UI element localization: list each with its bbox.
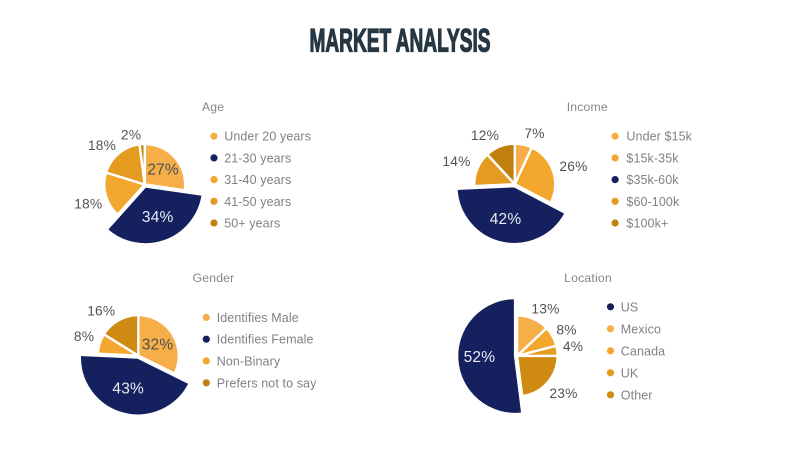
svg-text:32%: 32% xyxy=(142,336,174,353)
svg-text:$60-100k: $60-100k xyxy=(626,195,680,209)
svg-text:21-30 years: 21-30 years xyxy=(224,151,291,165)
svg-text:Identifies Male: Identifies Male xyxy=(217,311,299,325)
svg-text:26%: 26% xyxy=(559,159,587,174)
svg-text:8%: 8% xyxy=(556,323,576,338)
svg-text:$100k+: $100k+ xyxy=(626,217,668,231)
svg-text:43%: 43% xyxy=(112,381,144,398)
svg-text:Age: Age xyxy=(202,100,224,114)
svg-text:Non-Binary: Non-Binary xyxy=(217,355,281,369)
svg-text:Canada: Canada xyxy=(621,344,665,358)
svg-text:Income: Income xyxy=(567,100,608,114)
svg-text:4%: 4% xyxy=(563,339,583,354)
svg-text:34%: 34% xyxy=(142,209,174,226)
svg-text:14%: 14% xyxy=(442,154,470,169)
svg-text:12%: 12% xyxy=(471,128,499,143)
svg-text:2%: 2% xyxy=(121,128,141,143)
svg-text:US: US xyxy=(621,300,639,314)
svg-text:$15k-35k: $15k-35k xyxy=(626,151,679,165)
svg-text:41-50 years: 41-50 years xyxy=(224,195,291,209)
svg-text:13%: 13% xyxy=(531,302,559,317)
svg-text:18%: 18% xyxy=(88,138,116,153)
svg-text:18%: 18% xyxy=(74,197,102,212)
svg-text:UK: UK xyxy=(621,366,639,380)
svg-text:8%: 8% xyxy=(74,329,94,344)
svg-text:27%: 27% xyxy=(147,162,179,179)
svg-text:Mexico: Mexico xyxy=(621,322,661,336)
svg-text:42%: 42% xyxy=(490,211,522,228)
svg-text:31-40 years: 31-40 years xyxy=(224,173,291,187)
svg-text:7%: 7% xyxy=(524,126,544,141)
svg-text:50+ years: 50+ years xyxy=(224,217,280,231)
svg-text:Other: Other xyxy=(621,388,653,402)
svg-text:16%: 16% xyxy=(87,304,115,319)
svg-text:Under $15k: Under $15k xyxy=(626,130,692,144)
svg-text:MARKET ANALYSIS: MARKET ANALYSIS xyxy=(310,22,491,58)
svg-text:52%: 52% xyxy=(464,349,496,366)
svg-text:Gender: Gender xyxy=(193,271,235,285)
svg-text:Prefers not to say: Prefers not to say xyxy=(217,376,317,390)
svg-text:Under 20 years: Under 20 years xyxy=(224,130,311,144)
svg-text:$35k-60k: $35k-60k xyxy=(626,173,679,187)
svg-text:Location: Location xyxy=(564,271,612,285)
svg-text:23%: 23% xyxy=(549,386,577,401)
svg-text:Identifies Female: Identifies Female xyxy=(217,333,314,347)
